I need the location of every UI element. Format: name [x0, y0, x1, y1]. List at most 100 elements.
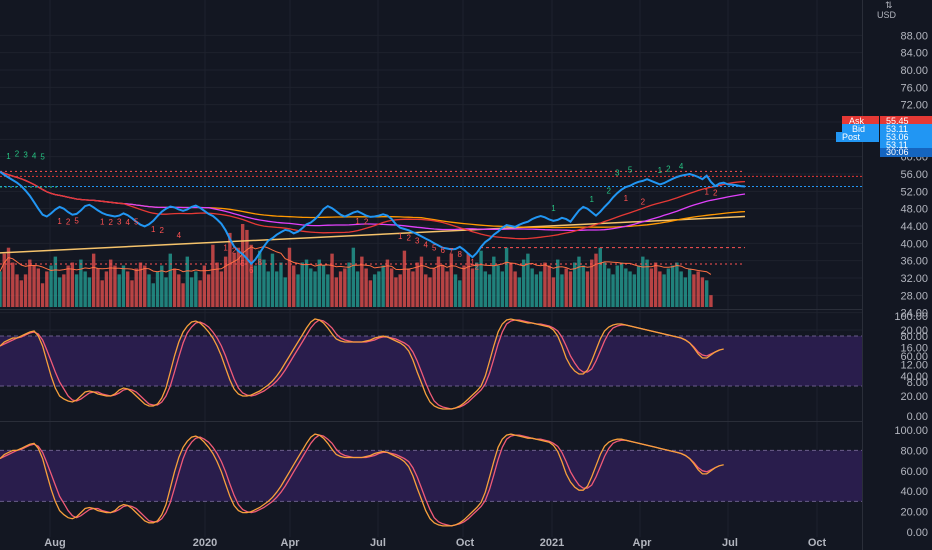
volume-bar — [296, 274, 300, 307]
volume-bar — [202, 265, 207, 307]
countdown-badge — [880, 148, 932, 157]
td-count-label: 5 — [240, 259, 245, 268]
ask-value-badge — [880, 116, 932, 126]
volume-bar — [334, 277, 339, 307]
volume-bar — [292, 265, 296, 307]
volume-bar — [160, 265, 164, 307]
td-count-label: 2 — [232, 247, 237, 256]
x-tick-label: 2020 — [193, 537, 217, 549]
stoch1-tick-label: 40.00 — [900, 371, 928, 383]
stoch-band — [0, 450, 862, 502]
volume-bar — [615, 265, 619, 307]
x-tick-label: Aug — [44, 537, 65, 549]
volume-bar — [700, 277, 705, 307]
volume-bar — [445, 271, 449, 307]
x-tick-label: Oct — [808, 537, 827, 549]
post-label-badge — [836, 132, 879, 142]
td-count-label: 1 — [100, 218, 105, 227]
volume-bar — [0, 271, 2, 307]
volume-bar — [232, 253, 236, 307]
volume-bar — [113, 265, 117, 307]
volume-bar — [279, 262, 283, 307]
td-count-label: 8 — [257, 258, 262, 267]
y-tick-label: 44.00 — [900, 221, 928, 233]
stoch2-tick-label: 0.00 — [907, 527, 928, 539]
volume-bar — [492, 256, 496, 307]
ask-label: Ask — [849, 116, 865, 126]
td-count-label: 1 — [223, 243, 228, 252]
price-pane — [0, 170, 746, 266]
volume-bar — [23, 274, 28, 307]
volume-bar — [619, 262, 624, 307]
volume-bar — [470, 268, 475, 307]
volume-bar — [151, 283, 155, 307]
volume-bar — [351, 247, 356, 307]
td-count-label: 1 — [551, 204, 556, 213]
volume-ma-line — [0, 245, 712, 275]
volume-bar — [266, 271, 270, 307]
countdown-value: 30:06 — [886, 147, 909, 157]
volume-bar — [343, 268, 347, 307]
volume-bar — [257, 250, 262, 307]
x-tick-label: Oct — [456, 537, 475, 549]
stochastic-pane-2 — [0, 433, 862, 527]
x-tick-label: Apr — [281, 537, 301, 549]
ask-label-badge — [842, 116, 879, 126]
volume-bar — [530, 268, 534, 307]
volume-bar — [28, 259, 32, 307]
td-count-label: 5 — [432, 243, 437, 252]
volume-bar — [385, 259, 390, 307]
td-count-label: 2 — [406, 233, 411, 242]
volume-bar — [219, 271, 224, 307]
stoch2-tick-label: 20.00 — [900, 507, 928, 519]
volume-bar — [198, 280, 202, 307]
volume-bar — [19, 280, 23, 307]
volume-bar — [598, 247, 602, 307]
volume-bar — [138, 262, 143, 307]
td-count-label: 7 — [449, 247, 454, 256]
stoch1-tick-label: 0.00 — [907, 411, 928, 423]
volume-bar — [679, 271, 683, 307]
volume-bar — [538, 271, 543, 307]
volume-bar — [134, 268, 138, 307]
volume-bar — [436, 256, 441, 307]
volume-bar — [462, 265, 466, 307]
volume-bar — [411, 271, 415, 307]
stoch1-tick-label: 100.00 — [894, 311, 928, 323]
volume-bar — [555, 259, 560, 307]
volume-bar — [317, 259, 321, 307]
stoch2-tick-label: 40.00 — [900, 486, 928, 498]
td-count-label: 5 — [628, 166, 633, 175]
y-tick-label: 28.00 — [900, 290, 928, 302]
bid-value-badge — [880, 124, 932, 134]
td-count-label: 2 — [15, 150, 20, 159]
volume-bar — [355, 271, 360, 307]
volume-bar — [236, 247, 241, 307]
volume-bar — [398, 274, 402, 307]
bid-label-badge — [842, 124, 879, 134]
volume-bar — [521, 259, 526, 307]
td-count-label: 6 — [249, 266, 254, 275]
volume-bar — [211, 244, 215, 307]
volume-bar — [432, 268, 436, 307]
stoch1-tick-label: 60.00 — [900, 351, 928, 363]
post-value: 53.06 — [886, 132, 909, 142]
volume-bar — [551, 277, 556, 307]
bid-value: 53.11 — [886, 124, 908, 134]
volume-bar — [177, 274, 181, 307]
price-axis[interactable] — [862, 0, 932, 550]
volume-bar — [653, 262, 658, 307]
volume-bar — [611, 274, 615, 307]
volume-bar — [108, 259, 113, 307]
volume-bar — [364, 268, 368, 307]
volume-bar — [347, 262, 351, 307]
y-tick-label: 16.00 — [900, 342, 928, 354]
volume-bar — [513, 271, 517, 307]
volume-bar — [415, 262, 419, 307]
volume-bar — [74, 274, 79, 307]
td-count-label: 8 — [458, 250, 463, 259]
volume-bar — [543, 262, 547, 307]
volume-bar — [283, 277, 287, 307]
volume-bar — [636, 265, 641, 307]
